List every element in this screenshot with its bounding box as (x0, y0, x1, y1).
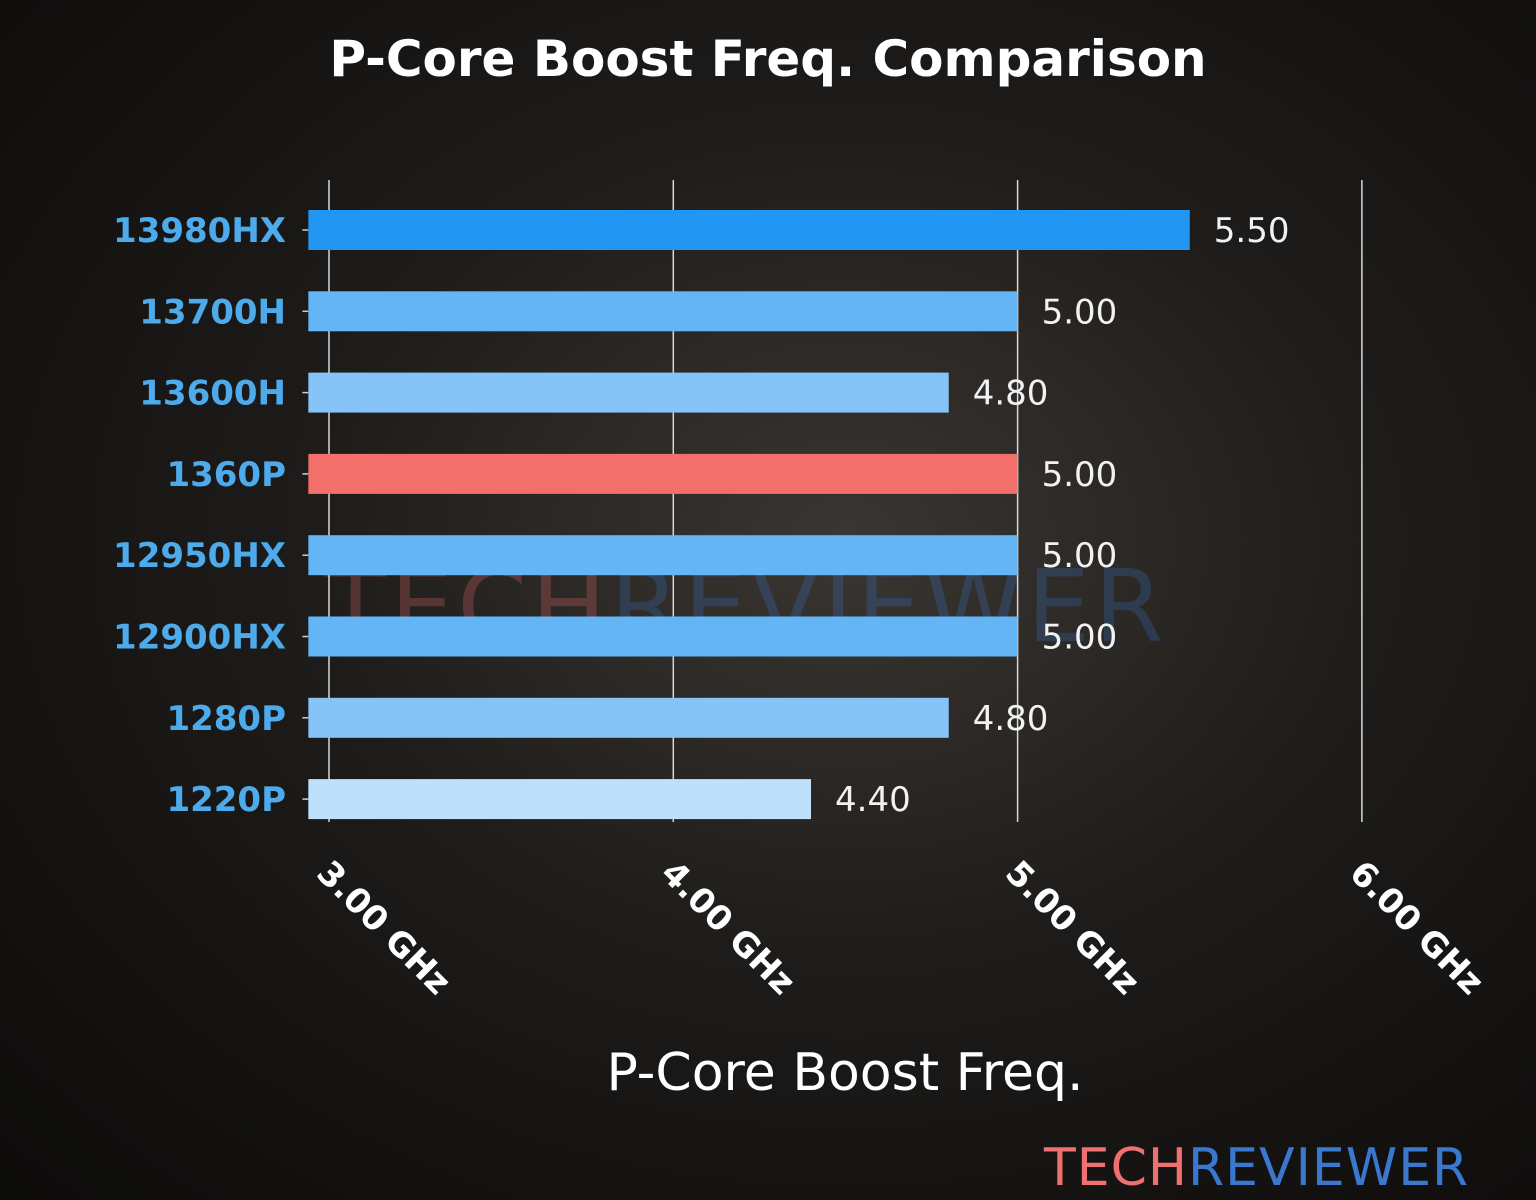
data-label: 4.80 (973, 374, 1049, 414)
bar (308, 616, 1018, 657)
x-tick-label: 3.00 GHz (309, 853, 459, 1003)
data-label: 5.00 (1042, 618, 1118, 658)
y-tick-label: 12950HX (113, 536, 286, 576)
bar (308, 210, 1190, 250)
y-tick-label: 1360P (166, 455, 286, 495)
bar (308, 535, 1018, 576)
logo-part1: TECH (1044, 1138, 1189, 1198)
y-tick-label: 13700H (139, 292, 286, 332)
y-tick-label: 1220P (166, 780, 286, 820)
x-tick-label: 6.00 GHz (1342, 853, 1492, 1003)
x-tick-label: 4.00 GHz (653, 853, 803, 1003)
y-tick-label: 12900HX (113, 618, 286, 658)
chart-title: P-Core Boost Freq. Comparison (329, 30, 1207, 88)
data-label: 5.50 (1214, 211, 1290, 251)
y-tick-label: 13980HX (113, 211, 286, 251)
bar (308, 453, 1018, 494)
data-label: 5.00 (1042, 536, 1118, 576)
y-tick-label: 13600H (139, 374, 286, 414)
bar (308, 779, 812, 820)
logo-part2: REVIEWER (1188, 1138, 1470, 1198)
bar (308, 291, 1018, 332)
y-tick-label: 1280P (166, 699, 286, 739)
data-label: 4.40 (835, 780, 911, 820)
data-label: 5.00 (1042, 292, 1118, 332)
bar (308, 372, 949, 413)
techreviewer-logo: TECHREVIEWER (1044, 1138, 1469, 1198)
data-label: 4.80 (973, 699, 1049, 739)
x-tick-label: 5.00 GHz (997, 853, 1147, 1003)
data-label: 5.00 (1042, 455, 1118, 495)
bar (308, 697, 949, 738)
x-axis-label: P-Core Boost Freq. (606, 1043, 1084, 1103)
